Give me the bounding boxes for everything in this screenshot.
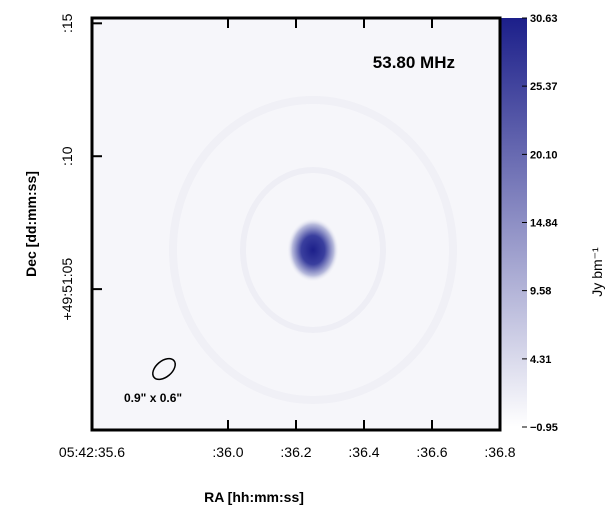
frequency-annotation: 53.80 MHz	[373, 53, 455, 72]
y-tick-label: :15	[59, 13, 75, 33]
colorbar-tick-label: −0.95	[530, 422, 558, 434]
x-tick-label: :36.4	[348, 444, 379, 460]
y-tick-label: :10	[59, 146, 75, 166]
colorbar-tick-label: 9.58	[530, 286, 551, 298]
x-axis-label: RA [hh:mm:ss]	[204, 489, 304, 505]
x-tick-label: :36.6	[416, 444, 447, 460]
colorbar-tick-label: 14.84	[530, 218, 558, 230]
colorbar-tick-label: 30.63	[530, 13, 558, 25]
colorbar-tick-label: 4.31	[530, 354, 551, 366]
x-tick-label: :36.2	[280, 444, 311, 460]
colorbar-label: Jy bm⁻¹	[589, 247, 605, 297]
x-tick-label: :36.8	[484, 444, 515, 460]
y-axis-label: Dec [dd:mm:ss]	[23, 171, 39, 277]
x-tick-label: :36.0	[212, 444, 243, 460]
y-tick-label: +49:51:05	[59, 258, 75, 321]
colorbar-tick-label: 20.10	[530, 149, 558, 161]
source-emission	[287, 218, 339, 282]
beam-label: 0.9" x 0.6"	[124, 391, 182, 405]
image-background	[92, 18, 500, 430]
colorbar-tick-label: 25.37	[530, 81, 558, 93]
sidelobe-ring	[169, 96, 457, 404]
beam-ellipse	[152, 357, 176, 381]
x-tick-label: 05:42:35.6	[59, 444, 125, 460]
sidelobe-ring	[240, 167, 386, 333]
